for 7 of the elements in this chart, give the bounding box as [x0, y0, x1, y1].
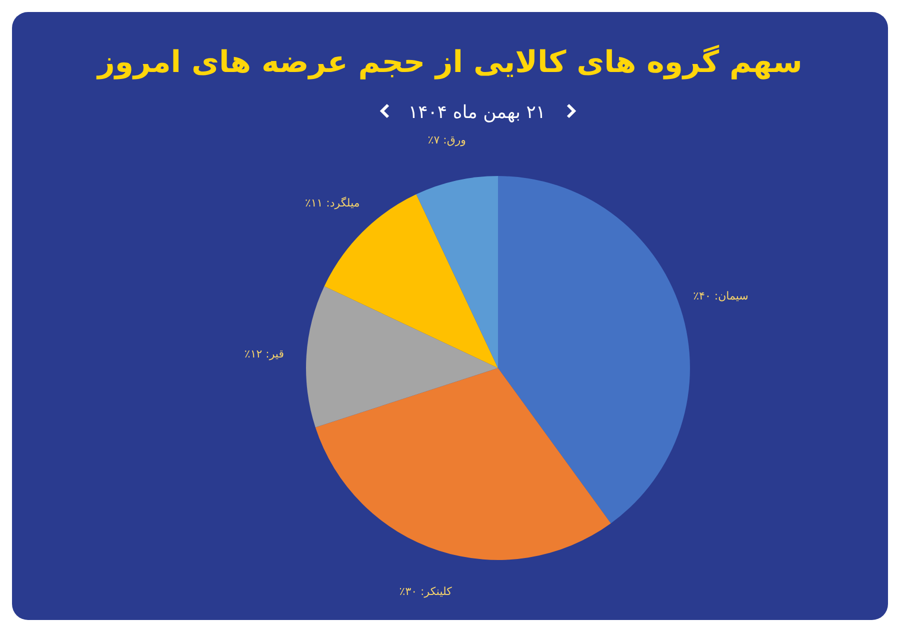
chart-subtitle: ۲۱ بهمن ماه ۱۴۰۴	[408, 102, 546, 123]
slice-label: سیمان: ۴۰٪	[693, 290, 748, 303]
slice-label: کلینکر: ۳۰٪	[399, 584, 453, 598]
slice-label: میلگرد: ۱۱٪	[304, 196, 360, 210]
slice-label: قیر: ۱۲٪	[244, 347, 284, 360]
slice-label: ورق: ۷٪	[428, 133, 466, 146]
chart-title: سهم گروه های کالایی از حجم عرضه های امروز	[96, 44, 802, 80]
